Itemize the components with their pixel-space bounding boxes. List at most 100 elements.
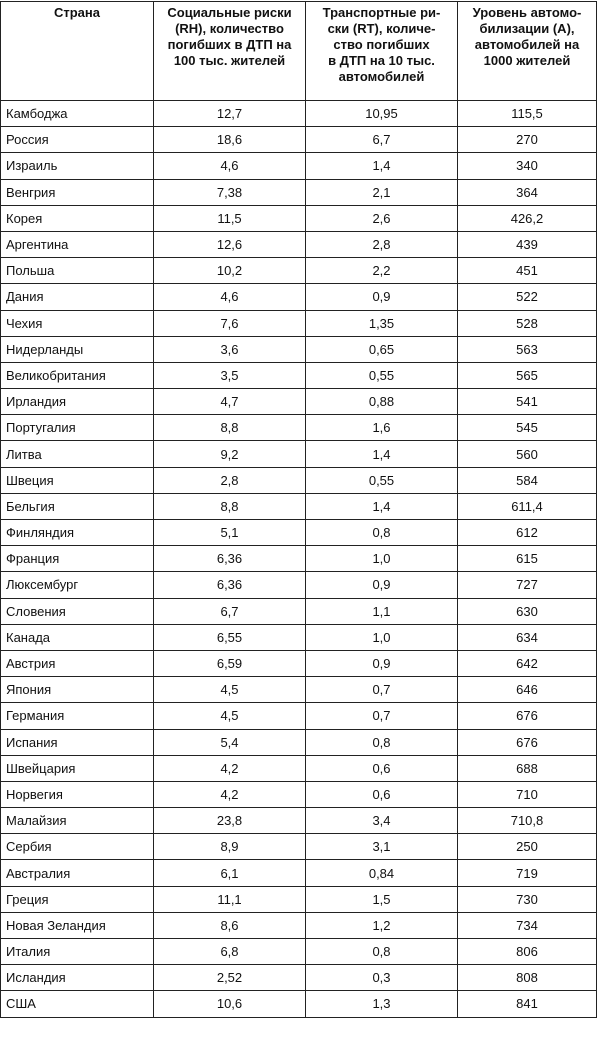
value-cell: 0,9 — [305, 283, 458, 311]
country-cell: Греция — [0, 885, 154, 913]
value-cell: 7,6 — [153, 309, 306, 337]
value-cell: 11,1 — [153, 885, 306, 913]
value-cell: 6,55 — [153, 623, 306, 651]
country-cell: Венгрия — [0, 178, 154, 206]
value-cell: 0,7 — [305, 676, 458, 704]
header-line: ски (RT), количе- — [327, 21, 436, 36]
value-cell: 439 — [457, 230, 597, 259]
table-row: Чехия 7,6 1,35 528 — [0, 309, 597, 337]
value-cell: 560 — [457, 440, 597, 468]
value-cell: 727 — [457, 571, 597, 599]
country-cell: Австрия — [0, 649, 154, 678]
country-cell: Германия — [0, 702, 154, 730]
value-cell: 6,7 — [153, 597, 306, 625]
value-cell: 18,6 — [153, 126, 306, 154]
value-cell: 1,3 — [305, 990, 458, 1018]
header-line: Страна — [53, 5, 100, 20]
value-cell: 10,95 — [305, 99, 458, 128]
value-cell: 1,4 — [305, 492, 458, 521]
country-cell: Италия — [0, 937, 154, 966]
value-cell: 3,6 — [153, 335, 306, 363]
table-row: Греция 11,1 1,5 730 — [0, 885, 597, 913]
value-cell: 364 — [457, 178, 597, 206]
value-cell: 7,38 — [153, 178, 306, 206]
country-cell: Польша — [0, 257, 154, 285]
value-cell: 808 — [457, 964, 597, 992]
header-line: 100 тыс. жителей — [173, 53, 286, 68]
value-cell: 642 — [457, 649, 597, 678]
header-line: Транспортные ри- — [322, 5, 441, 20]
value-cell: 1,4 — [305, 440, 458, 468]
value-cell: 710 — [457, 780, 597, 809]
value-cell: 340 — [457, 152, 597, 180]
value-cell: 584 — [457, 466, 597, 494]
value-cell: 1,35 — [305, 309, 458, 337]
value-cell: 0,55 — [305, 361, 458, 390]
table-row: Польша 10,2 2,2 451 — [0, 257, 597, 285]
value-cell: 541 — [457, 388, 597, 416]
value-cell: 12,6 — [153, 230, 306, 259]
country-cell: Новая Зеландия — [0, 911, 154, 940]
table-row: Дания 4,6 0,9 522 — [0, 283, 597, 311]
value-cell: 451 — [457, 257, 597, 285]
value-cell: 630 — [457, 597, 597, 625]
country-cell: Люксембург — [0, 571, 154, 599]
value-cell: 10,6 — [153, 990, 306, 1018]
value-cell: 6,36 — [153, 571, 306, 599]
value-cell: 8,9 — [153, 833, 306, 861]
value-cell: 710,8 — [457, 807, 597, 835]
value-cell: 4,5 — [153, 676, 306, 704]
country-cell: Великобритания — [0, 361, 154, 390]
country-cell: Франция — [0, 545, 154, 573]
value-cell: 4,2 — [153, 754, 306, 782]
country-cell: Швейцария — [0, 754, 154, 782]
table-row: Бельгия 8,8 1,4 611,4 — [0, 492, 597, 521]
value-cell: 634 — [457, 623, 597, 651]
value-cell: 841 — [457, 990, 597, 1018]
value-cell: 270 — [457, 126, 597, 154]
value-cell: 2,6 — [305, 204, 458, 232]
value-cell: 2,52 — [153, 964, 306, 992]
value-cell: 11,5 — [153, 204, 306, 232]
value-cell: 1,5 — [305, 885, 458, 913]
table-body: Камбоджа 12,7 10,95 115,5 Россия 18,6 6,7 270 Из… — [0, 99, 597, 1018]
header-line: автомобилей на — [474, 37, 580, 52]
table-row: Малайзия 23,8 3,4 710,8 — [0, 807, 597, 835]
value-cell: 6,36 — [153, 545, 306, 573]
country-cell: Дания — [0, 283, 154, 311]
value-cell: 734 — [457, 911, 597, 940]
header-line: автомобилей — [338, 69, 425, 84]
header-line: ство погибших — [333, 37, 430, 52]
country-cell: Португалия — [0, 414, 154, 442]
value-cell: 8,8 — [153, 414, 306, 442]
header-cell: Страна — [0, 1, 154, 101]
table-row: Камбоджа 12,7 10,95 115,5 — [0, 99, 597, 128]
table-row: Люксембург 6,36 0,9 727 — [0, 571, 597, 599]
country-cell: Австралия — [0, 859, 154, 887]
table-row: Исландия 2,52 0,3 808 — [0, 964, 597, 992]
value-cell: 676 — [457, 728, 597, 756]
value-cell: 0,65 — [305, 335, 458, 363]
header-line: погибших в ДТП на — [167, 37, 292, 52]
value-cell: 426,2 — [457, 204, 597, 232]
country-cell: Норвегия — [0, 780, 154, 809]
value-cell: 8,8 — [153, 492, 306, 521]
value-cell: 0,6 — [305, 754, 458, 782]
country-cell: Корея — [0, 204, 154, 232]
country-cell: Бельгия — [0, 492, 154, 521]
value-cell: 730 — [457, 885, 597, 913]
header-line: (RH), количество — [175, 21, 284, 36]
table-row: США 10,6 1,3 841 — [0, 990, 597, 1018]
value-cell: 5,1 — [153, 518, 306, 547]
table-row: Швейцария 4,2 0,6 688 — [0, 754, 597, 782]
table-row: Канада 6,55 1,0 634 — [0, 623, 597, 651]
country-cell: Испания — [0, 728, 154, 756]
value-cell: 522 — [457, 283, 597, 311]
header-row: Страна Социальные риски (RH), количество по… — [0, 1, 597, 101]
value-cell: 6,8 — [153, 937, 306, 966]
value-cell: 545 — [457, 414, 597, 442]
value-cell: 0,9 — [305, 571, 458, 599]
table-row: Литва 9,2 1,4 560 — [0, 440, 597, 468]
country-cell: США — [0, 990, 154, 1018]
